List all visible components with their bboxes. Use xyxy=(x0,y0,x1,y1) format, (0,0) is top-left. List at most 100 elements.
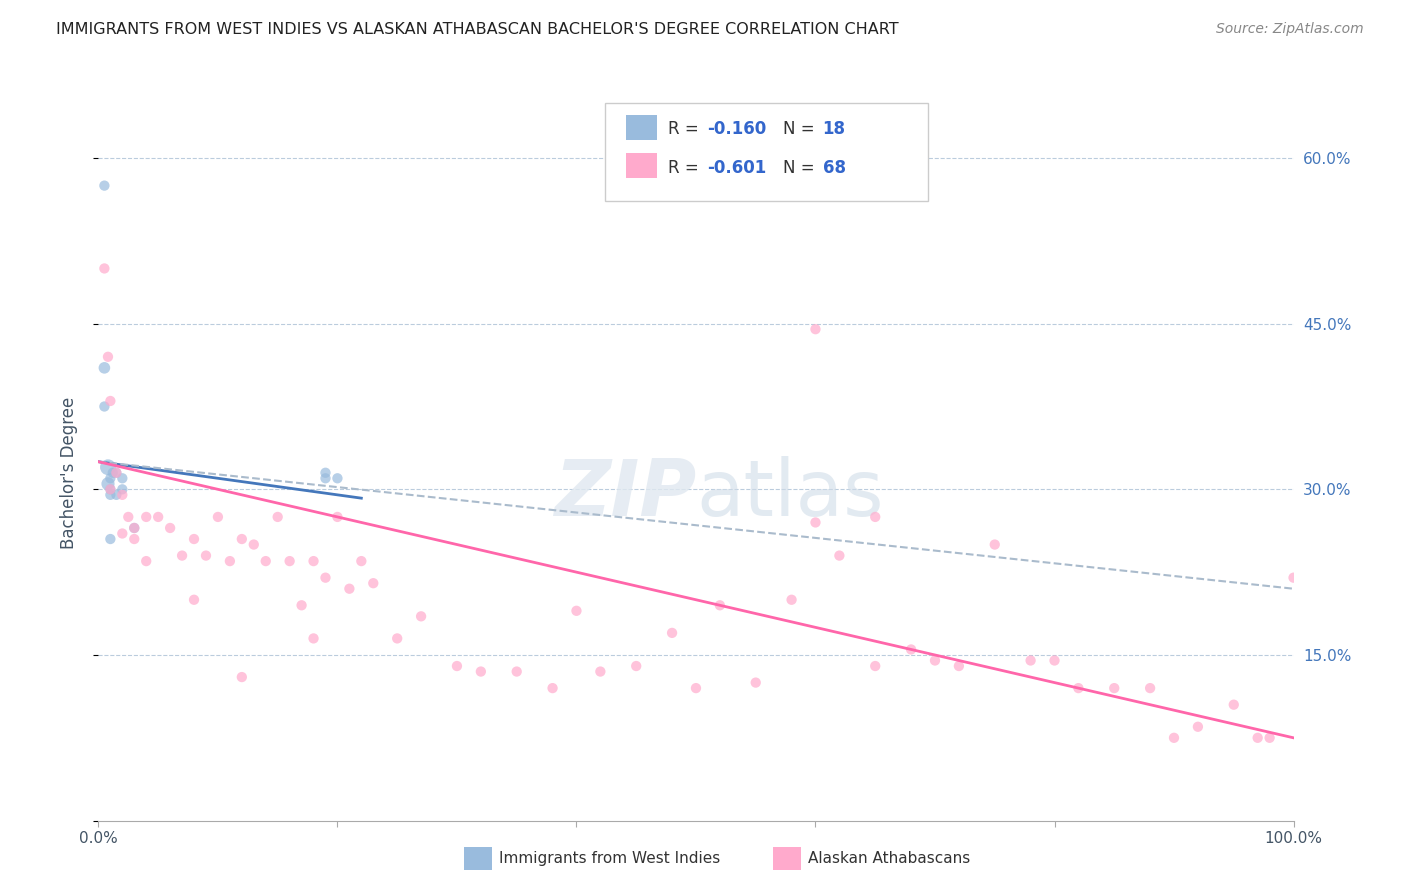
Point xyxy=(183,592,205,607)
Point xyxy=(194,549,218,563)
Point xyxy=(183,532,205,546)
Point xyxy=(565,604,588,618)
Point xyxy=(363,576,385,591)
Point xyxy=(93,261,115,276)
Point xyxy=(385,632,409,646)
Text: Source: ZipAtlas.com: Source: ZipAtlas.com xyxy=(1216,22,1364,37)
Point xyxy=(148,510,170,524)
Point xyxy=(661,626,683,640)
Point xyxy=(863,510,887,524)
Point xyxy=(1102,681,1125,695)
Text: IMMIGRANTS FROM WEST INDIES VS ALASKAN ATHABASCAN BACHELOR'S DEGREE CORRELATION : IMMIGRANTS FROM WEST INDIES VS ALASKAN A… xyxy=(56,22,898,37)
Point xyxy=(278,554,301,568)
Point xyxy=(339,582,360,596)
Point xyxy=(111,471,134,485)
Point xyxy=(98,488,122,502)
Point xyxy=(111,526,134,541)
Text: ZIP: ZIP xyxy=(554,456,696,532)
Point xyxy=(948,659,970,673)
Text: atlas: atlas xyxy=(696,456,883,532)
Text: N =: N = xyxy=(783,120,820,138)
Point xyxy=(326,510,349,524)
Point xyxy=(98,483,122,497)
Point xyxy=(93,400,115,414)
Point xyxy=(219,554,242,568)
Point xyxy=(1067,681,1090,695)
Point xyxy=(98,471,122,485)
Point xyxy=(1139,681,1161,695)
Point xyxy=(828,549,851,563)
Point xyxy=(124,521,146,535)
Text: N =: N = xyxy=(783,159,820,177)
Point xyxy=(626,659,648,673)
Point xyxy=(98,483,122,497)
Text: -0.601: -0.601 xyxy=(707,159,766,177)
Point xyxy=(1163,731,1185,745)
Point xyxy=(117,510,139,524)
Point xyxy=(1258,731,1281,745)
Text: R =: R = xyxy=(668,159,704,177)
Point xyxy=(105,466,128,480)
Point xyxy=(709,599,731,613)
Point xyxy=(97,350,120,364)
Point xyxy=(101,466,124,480)
Point xyxy=(745,675,768,690)
Text: -0.160: -0.160 xyxy=(707,120,766,138)
Point xyxy=(93,178,115,193)
Point xyxy=(1043,653,1066,667)
Point xyxy=(780,592,803,607)
Point xyxy=(302,554,325,568)
Point xyxy=(172,549,194,563)
Point xyxy=(243,537,266,551)
Point xyxy=(924,653,946,667)
Point xyxy=(135,554,157,568)
Point xyxy=(1282,571,1305,585)
Text: Immigrants from West Indies: Immigrants from West Indies xyxy=(499,852,720,866)
Point xyxy=(315,466,337,480)
Point xyxy=(302,632,325,646)
Point xyxy=(1019,653,1042,667)
Point xyxy=(124,521,146,535)
Point xyxy=(506,665,529,679)
Point xyxy=(804,322,827,336)
Point xyxy=(159,521,181,535)
Point xyxy=(267,510,290,524)
Point xyxy=(207,510,229,524)
Point xyxy=(326,471,349,485)
Point xyxy=(97,476,120,491)
Text: R =: R = xyxy=(668,120,704,138)
Point xyxy=(291,599,314,613)
Point xyxy=(984,537,1007,551)
Text: 18: 18 xyxy=(823,120,845,138)
Point xyxy=(105,488,128,502)
Point xyxy=(1187,720,1209,734)
Text: 68: 68 xyxy=(823,159,845,177)
Point xyxy=(350,554,373,568)
Point xyxy=(863,659,887,673)
Point xyxy=(231,670,253,684)
Point xyxy=(411,609,433,624)
Point xyxy=(1246,731,1268,745)
Text: Alaskan Athabascans: Alaskan Athabascans xyxy=(808,852,970,866)
Point xyxy=(254,554,277,568)
Point xyxy=(470,665,492,679)
Point xyxy=(98,532,122,546)
Point xyxy=(900,642,922,657)
Point xyxy=(589,665,612,679)
Point xyxy=(1222,698,1246,712)
Point xyxy=(93,360,115,375)
Point xyxy=(98,394,122,409)
Point xyxy=(105,466,128,480)
Point xyxy=(111,483,134,497)
Point xyxy=(315,471,337,485)
Point xyxy=(135,510,157,524)
Point xyxy=(315,571,337,585)
Point xyxy=(124,532,146,546)
Y-axis label: Bachelor's Degree: Bachelor's Degree xyxy=(59,397,77,549)
Point xyxy=(541,681,564,695)
Point xyxy=(97,460,120,475)
Point xyxy=(231,532,253,546)
Point xyxy=(804,516,827,530)
Point xyxy=(111,488,134,502)
Point xyxy=(685,681,707,695)
